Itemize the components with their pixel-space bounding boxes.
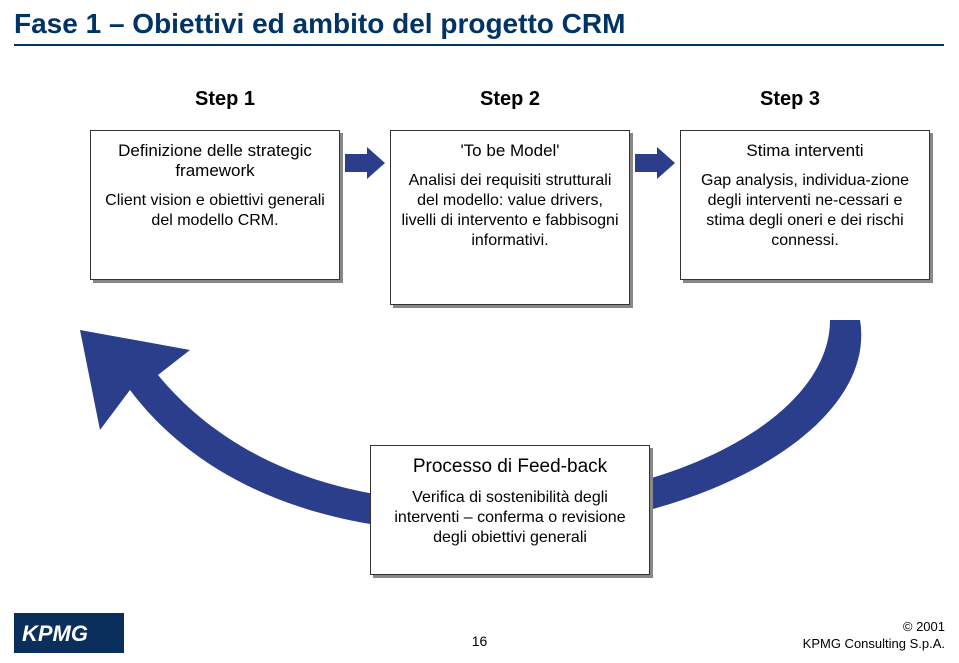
box-step3: Stima interventi Gap analysis, individua…	[680, 130, 930, 280]
box-feedback-body: Verifica di sostenibilità degli interven…	[379, 488, 641, 548]
step2-label: Step 2	[480, 88, 540, 111]
step1-label: Step 1	[195, 88, 255, 111]
page-title: Fase 1 – Obiettivi ed ambito del progett…	[14, 8, 944, 46]
box-step1-heading: Definizione delle strategic framework	[99, 141, 331, 181]
box-step1: Definizione delle strategic framework Cl…	[90, 130, 340, 280]
box-step2-heading: 'To be Model'	[399, 141, 621, 161]
footer-copyright: © 2001 KPMG Consulting S.p.A.	[803, 619, 945, 653]
box-step2-body: Analisi dei requisiti strutturali del mo…	[399, 171, 621, 251]
box-step3-body: Gap analysis, individua-zione degli inte…	[689, 171, 921, 251]
svg-text:KPMG: KPMG	[22, 621, 88, 646]
copyright-year: © 2001	[803, 619, 945, 636]
company-name: KPMG Consulting S.p.A.	[803, 636, 945, 653]
step3-label: Step 3	[760, 88, 820, 111]
box-feedback: Processo di Feed-back Verifica di sosten…	[370, 445, 650, 575]
kpmg-logo: KPMG	[14, 613, 124, 653]
box-step3-heading: Stima interventi	[689, 141, 921, 161]
box-feedback-heading: Processo di Feed-back	[379, 456, 641, 478]
box-step1-body: Client vision e obiettivi generali del m…	[99, 191, 331, 231]
page-number: 16	[472, 633, 488, 649]
box-step2: 'To be Model' Analisi dei requisiti stru…	[390, 130, 630, 305]
